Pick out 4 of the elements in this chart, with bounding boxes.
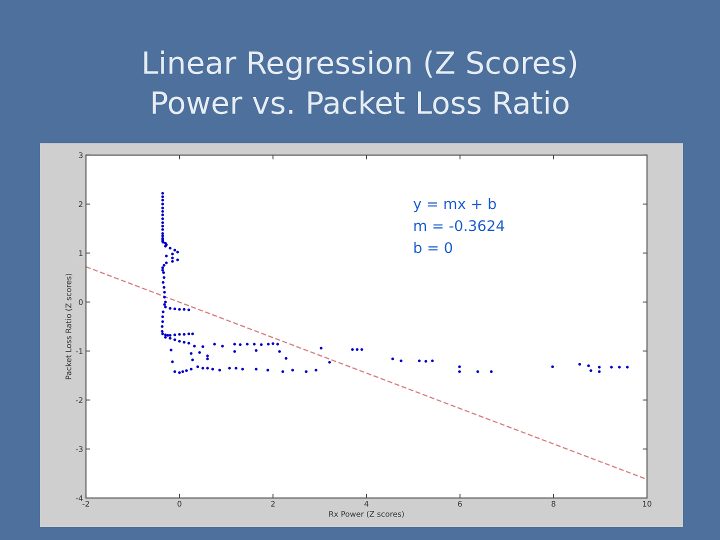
annotation: y = mx + b — [413, 198, 496, 212]
annotation: b = 0 — [414, 242, 452, 254]
chart-title: Linear Regression (Z Scores) Power vs. Packet Loss Ratio — [144, 50, 576, 114]
annotation: m = -0.3624 — [414, 220, 504, 232]
